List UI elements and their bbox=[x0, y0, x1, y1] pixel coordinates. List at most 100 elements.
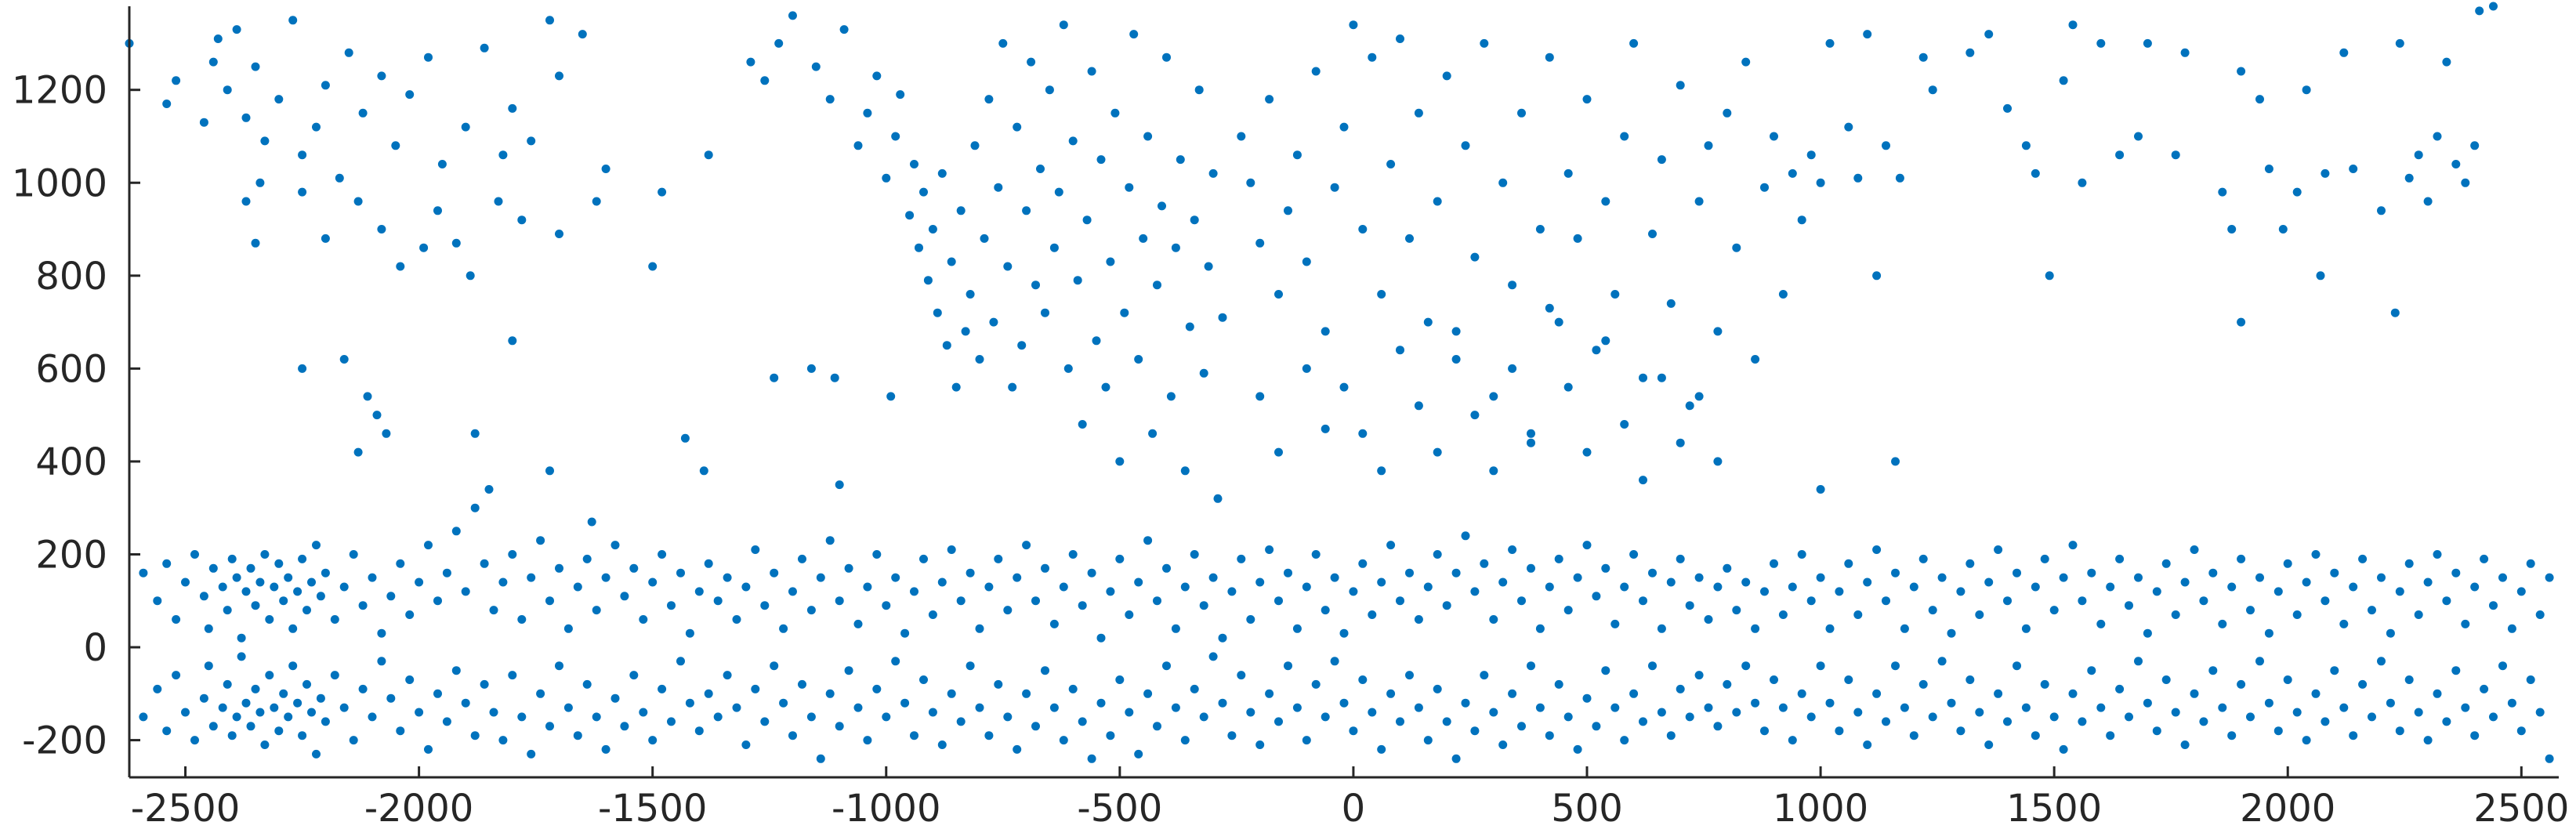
data-point bbox=[573, 731, 582, 740]
data-point bbox=[2031, 168, 2040, 178]
data-point bbox=[2021, 624, 2031, 633]
data-point bbox=[2330, 568, 2339, 578]
data-point bbox=[1582, 95, 1592, 104]
data-point bbox=[1148, 429, 1158, 438]
data-point bbox=[470, 731, 480, 740]
data-point bbox=[2480, 554, 2489, 563]
data-point bbox=[470, 429, 480, 438]
data-point bbox=[396, 262, 405, 271]
data-point bbox=[181, 708, 190, 717]
data-point bbox=[172, 76, 181, 85]
data-point bbox=[1816, 485, 1825, 494]
data-point bbox=[545, 722, 554, 731]
data-point bbox=[770, 373, 779, 382]
data-point bbox=[545, 16, 554, 25]
data-point bbox=[1386, 541, 1396, 550]
data-point bbox=[2377, 657, 2386, 666]
data-point bbox=[1092, 336, 1101, 346]
data-point bbox=[1835, 726, 1844, 736]
data-point bbox=[779, 624, 788, 633]
data-point bbox=[1246, 708, 1255, 717]
data-point bbox=[172, 615, 181, 624]
data-point bbox=[2498, 573, 2507, 582]
data-point bbox=[1255, 578, 1265, 587]
data-point bbox=[1872, 545, 1882, 554]
data-point bbox=[667, 601, 676, 610]
data-point bbox=[835, 722, 844, 731]
data-point bbox=[676, 568, 685, 578]
data-point bbox=[760, 717, 770, 726]
data-point bbox=[1844, 559, 1853, 568]
data-point bbox=[984, 731, 994, 740]
data-point bbox=[1255, 740, 1265, 749]
data-point bbox=[1078, 601, 1087, 610]
data-point bbox=[2218, 187, 2227, 197]
data-point bbox=[1451, 355, 1461, 364]
data-point bbox=[1237, 671, 1246, 680]
data-point bbox=[1442, 601, 1451, 610]
data-point bbox=[1788, 736, 1797, 745]
data-point bbox=[2461, 178, 2470, 187]
data-point bbox=[1825, 624, 1835, 633]
data-point bbox=[1041, 308, 1049, 317]
data-point bbox=[1129, 30, 1139, 39]
data-point bbox=[1246, 178, 1255, 187]
data-point bbox=[1620, 582, 1629, 592]
data-point bbox=[961, 327, 970, 336]
data-point bbox=[1171, 624, 1180, 633]
data-point bbox=[1451, 754, 1461, 763]
data-point bbox=[508, 103, 517, 113]
data-point bbox=[2115, 684, 2125, 693]
data-point bbox=[1918, 52, 1928, 62]
data-point bbox=[639, 708, 648, 717]
data-point bbox=[1592, 722, 1601, 731]
data-point bbox=[415, 578, 424, 587]
data-point bbox=[1054, 187, 1063, 197]
data-point bbox=[2368, 606, 2376, 615]
data-point bbox=[975, 355, 984, 364]
data-point bbox=[1115, 554, 1125, 563]
data-point bbox=[260, 740, 270, 749]
data-point bbox=[2489, 2, 2498, 11]
data-point bbox=[251, 684, 260, 693]
data-point bbox=[956, 206, 966, 215]
data-point bbox=[1470, 252, 1480, 262]
data-point bbox=[344, 48, 353, 57]
data-point bbox=[1778, 290, 1788, 299]
data-point bbox=[1190, 215, 1199, 225]
data-point bbox=[1237, 132, 1246, 141]
data-point bbox=[1909, 582, 1918, 592]
data-point bbox=[396, 726, 405, 736]
data-point bbox=[2516, 587, 2526, 596]
data-point bbox=[1666, 578, 1676, 587]
data-point bbox=[2349, 731, 2358, 740]
data-point bbox=[1386, 689, 1396, 698]
data-point bbox=[489, 606, 498, 615]
axes bbox=[128, 6, 2559, 779]
data-point bbox=[751, 684, 760, 693]
data-point bbox=[2171, 610, 2180, 619]
data-point bbox=[1377, 290, 1386, 299]
data-point bbox=[760, 76, 770, 85]
data-point bbox=[966, 568, 975, 578]
data-point bbox=[451, 238, 461, 248]
data-point bbox=[274, 559, 284, 568]
data-point bbox=[2423, 578, 2433, 587]
data-point bbox=[353, 197, 363, 206]
data-point bbox=[1414, 703, 1423, 712]
data-point bbox=[372, 411, 382, 420]
data-point bbox=[2264, 165, 2273, 173]
data-point bbox=[1563, 712, 1573, 722]
data-point bbox=[835, 480, 844, 490]
data-point bbox=[489, 708, 498, 717]
data-point bbox=[1639, 596, 1647, 606]
data-point bbox=[998, 38, 1008, 48]
data-point bbox=[1087, 568, 1096, 578]
data-point bbox=[1778, 610, 1788, 619]
data-point bbox=[1396, 346, 1404, 355]
data-point bbox=[241, 698, 251, 708]
data-point bbox=[1208, 168, 1218, 178]
data-point bbox=[863, 108, 872, 118]
data-point bbox=[358, 108, 368, 118]
data-point bbox=[1008, 382, 1017, 392]
